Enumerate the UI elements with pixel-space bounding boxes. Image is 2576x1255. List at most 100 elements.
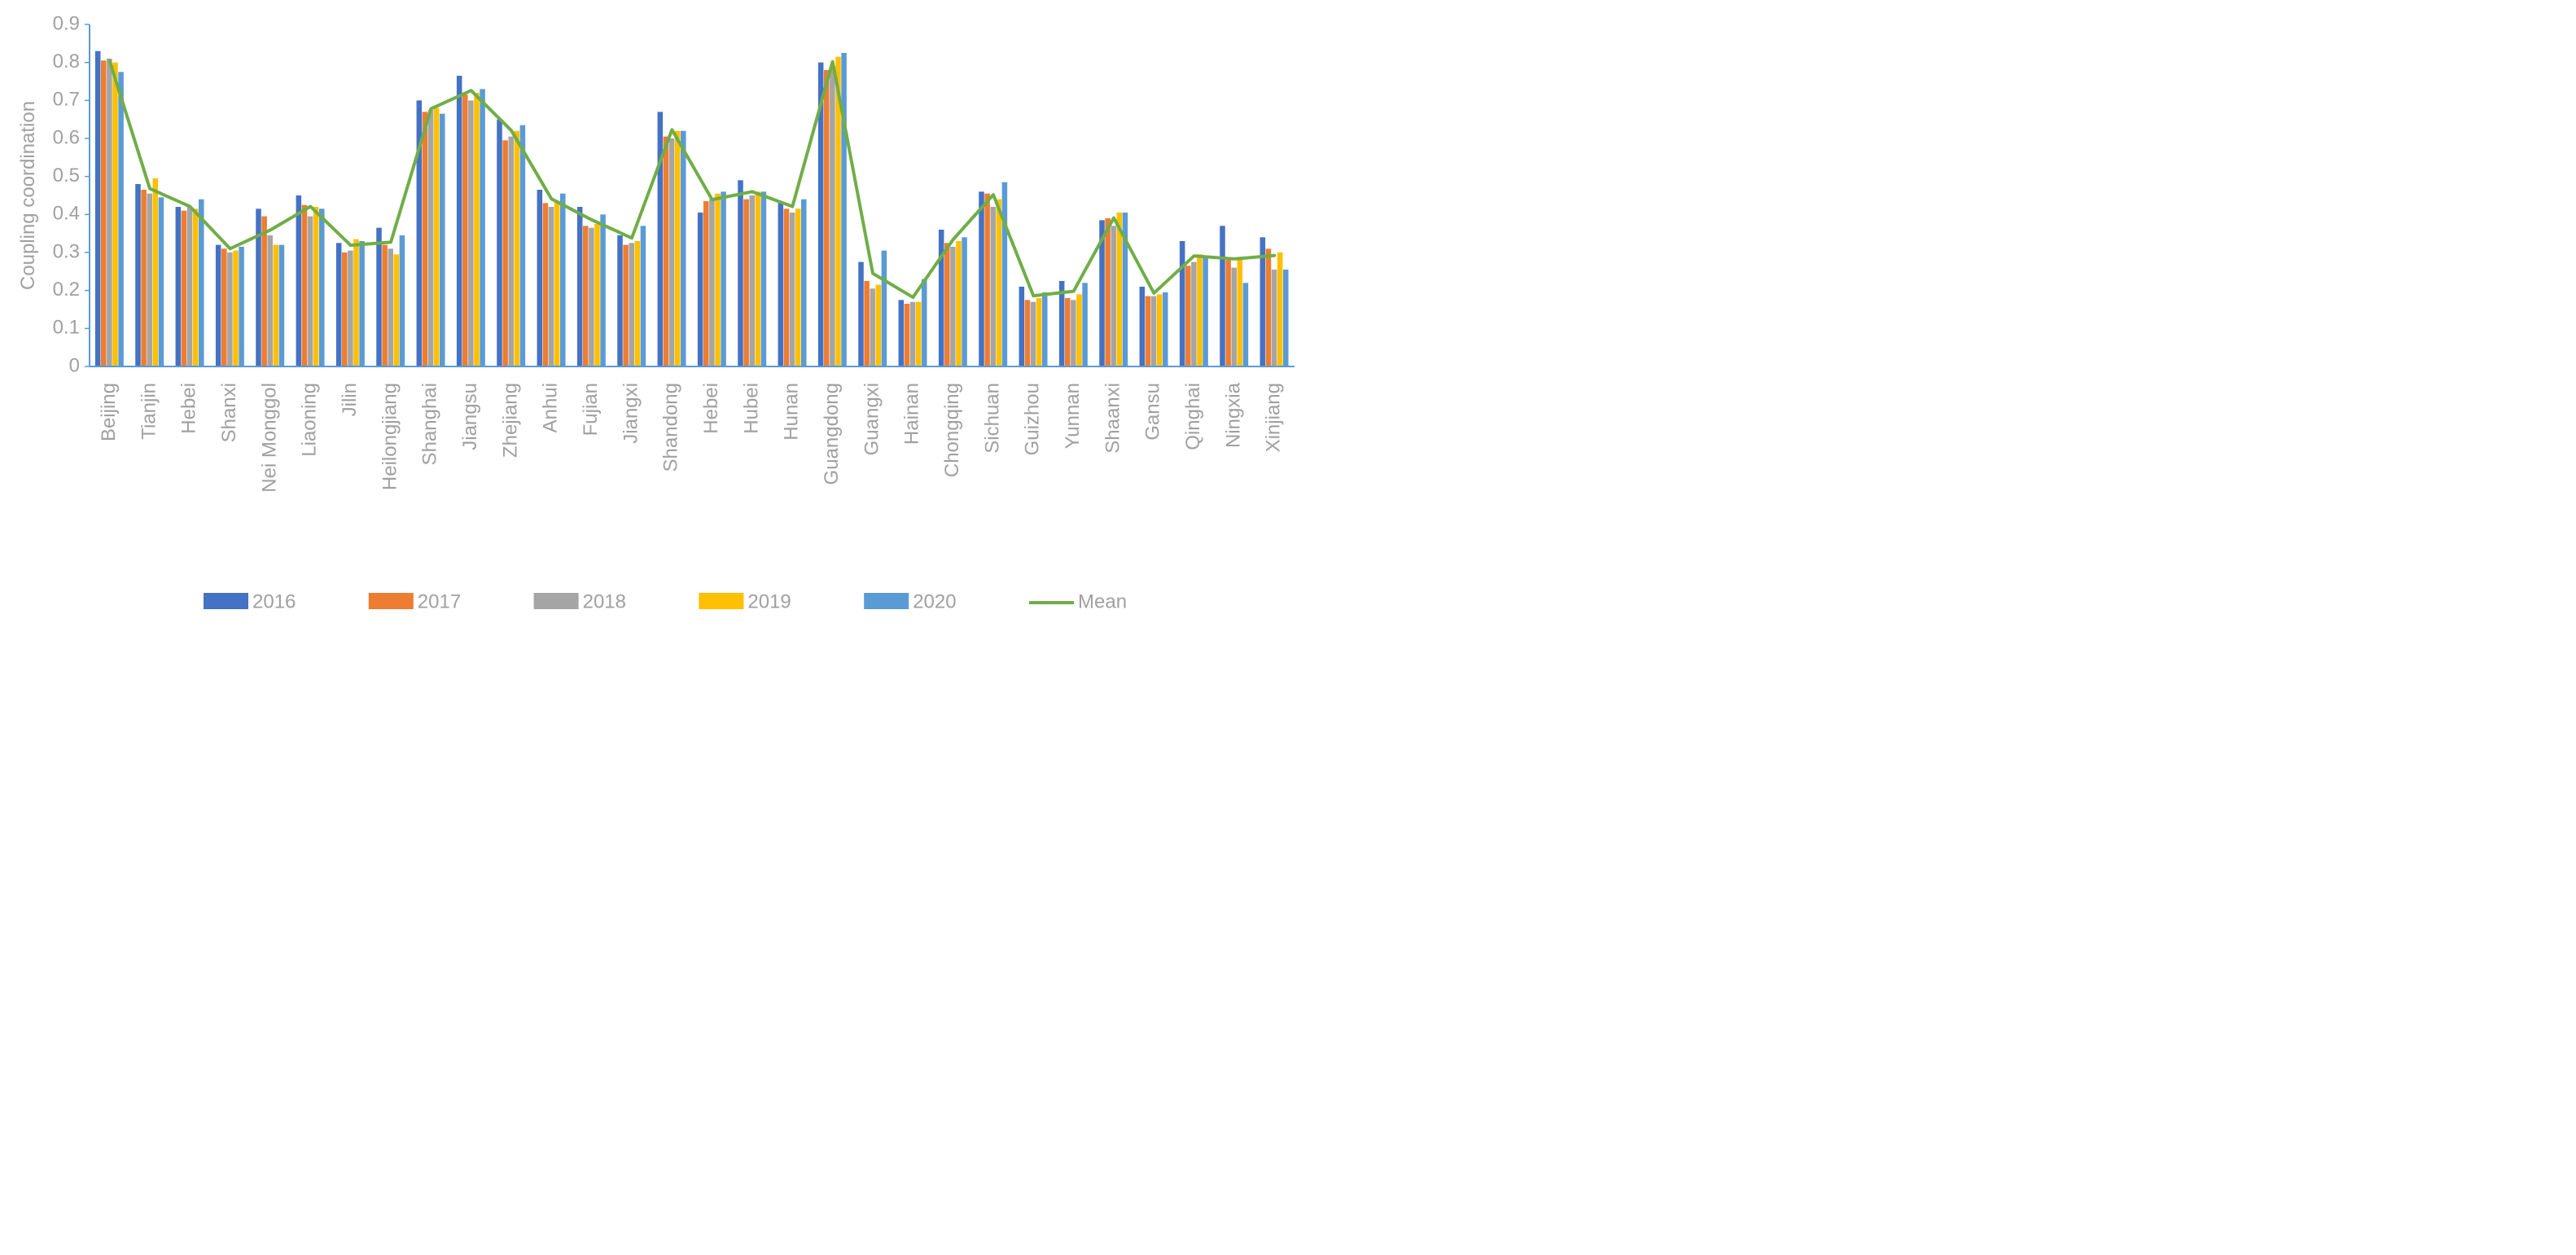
bar bbox=[428, 110, 434, 366]
bar bbox=[267, 235, 273, 366]
bar bbox=[376, 228, 382, 366]
bar bbox=[1203, 257, 1208, 366]
bar bbox=[784, 208, 790, 366]
bar bbox=[864, 281, 870, 366]
bar bbox=[681, 131, 686, 366]
bar bbox=[112, 63, 118, 366]
bar bbox=[997, 200, 1002, 366]
bar bbox=[520, 125, 526, 366]
bar bbox=[698, 213, 703, 366]
bar bbox=[176, 207, 182, 366]
bar bbox=[1283, 270, 1289, 366]
bar bbox=[319, 208, 325, 366]
bar bbox=[549, 207, 554, 366]
bar bbox=[990, 207, 996, 366]
bar bbox=[153, 178, 159, 366]
bar bbox=[583, 226, 589, 366]
bar bbox=[1042, 292, 1048, 366]
bar bbox=[261, 217, 267, 366]
bar bbox=[508, 137, 514, 366]
y-tick-label: 0 bbox=[69, 354, 80, 376]
bar bbox=[101, 60, 107, 366]
bar bbox=[159, 197, 164, 366]
legend-bar-marker bbox=[699, 593, 743, 609]
bar bbox=[1019, 287, 1025, 366]
bar bbox=[635, 241, 641, 366]
y-tick-label: 0.6 bbox=[53, 126, 80, 148]
bar bbox=[353, 239, 359, 366]
bar bbox=[594, 224, 600, 366]
x-category-label: Jiangxi bbox=[620, 383, 642, 444]
y-tick-label: 0.5 bbox=[53, 165, 80, 186]
bar bbox=[1272, 270, 1277, 366]
y-tick-label: 0.7 bbox=[53, 89, 80, 111]
bar bbox=[468, 100, 474, 366]
bar bbox=[434, 108, 440, 366]
bar bbox=[882, 251, 887, 366]
legend-bar-marker bbox=[864, 593, 909, 609]
bar bbox=[778, 203, 784, 366]
x-category-label: Guangxi bbox=[861, 383, 883, 455]
legend-label: 2018 bbox=[583, 590, 626, 612]
bar bbox=[756, 191, 761, 366]
bar bbox=[1225, 260, 1231, 366]
bar bbox=[193, 208, 199, 366]
bar bbox=[1277, 252, 1283, 366]
legend-label: 2016 bbox=[252, 590, 296, 612]
x-category-label: Shanxi bbox=[218, 383, 240, 442]
bar bbox=[664, 137, 669, 366]
x-category-label: Shandong bbox=[660, 383, 682, 472]
coupling-chart: 00.10.20.30.40.50.60.70.80.9BeijingTianj… bbox=[16, 16, 1304, 643]
bar bbox=[342, 252, 348, 366]
bar bbox=[617, 235, 623, 366]
bar bbox=[824, 70, 830, 366]
bar bbox=[313, 207, 319, 366]
bar bbox=[279, 245, 285, 366]
x-category-label: Zhejiang bbox=[499, 383, 521, 458]
x-category-label: Hebei bbox=[178, 383, 200, 434]
bar bbox=[876, 285, 882, 366]
bar bbox=[1266, 248, 1272, 366]
bar bbox=[1082, 283, 1088, 366]
bar bbox=[709, 200, 715, 366]
bar bbox=[944, 243, 950, 366]
bar bbox=[480, 89, 485, 366]
bar bbox=[641, 226, 646, 366]
bar bbox=[922, 279, 927, 366]
bar bbox=[233, 251, 239, 366]
x-category-label: Hubei bbox=[740, 383, 762, 434]
bar bbox=[394, 254, 400, 366]
bar bbox=[118, 72, 124, 366]
y-tick-label: 0.8 bbox=[53, 50, 80, 72]
bar bbox=[502, 140, 508, 366]
legend-label: Mean bbox=[1078, 590, 1127, 612]
bar bbox=[515, 131, 520, 366]
x-category-label: Nei Monggol bbox=[258, 383, 280, 493]
bar bbox=[348, 251, 353, 366]
bar bbox=[1146, 296, 1151, 366]
bar bbox=[675, 131, 681, 366]
bar bbox=[577, 207, 583, 366]
bar bbox=[956, 241, 962, 366]
bar bbox=[870, 288, 875, 366]
bar bbox=[761, 191, 767, 366]
bar bbox=[497, 120, 502, 366]
bar bbox=[199, 200, 204, 366]
bar bbox=[658, 112, 664, 366]
bar bbox=[216, 245, 221, 366]
bar bbox=[795, 208, 801, 366]
bar bbox=[790, 213, 795, 366]
bar bbox=[474, 93, 480, 366]
bar bbox=[1071, 300, 1076, 366]
x-category-label: Guangdong bbox=[821, 383, 843, 485]
x-category-label: Sichuan bbox=[981, 383, 1003, 454]
x-category-label: Hunan bbox=[781, 383, 803, 441]
bar bbox=[95, 51, 101, 366]
bar bbox=[147, 194, 152, 366]
x-category-label: Fujian bbox=[580, 383, 602, 436]
x-category-label: Jiangsu bbox=[459, 383, 481, 450]
bar bbox=[440, 114, 445, 366]
bar bbox=[916, 302, 922, 366]
bar bbox=[589, 228, 594, 366]
bar bbox=[899, 300, 905, 366]
